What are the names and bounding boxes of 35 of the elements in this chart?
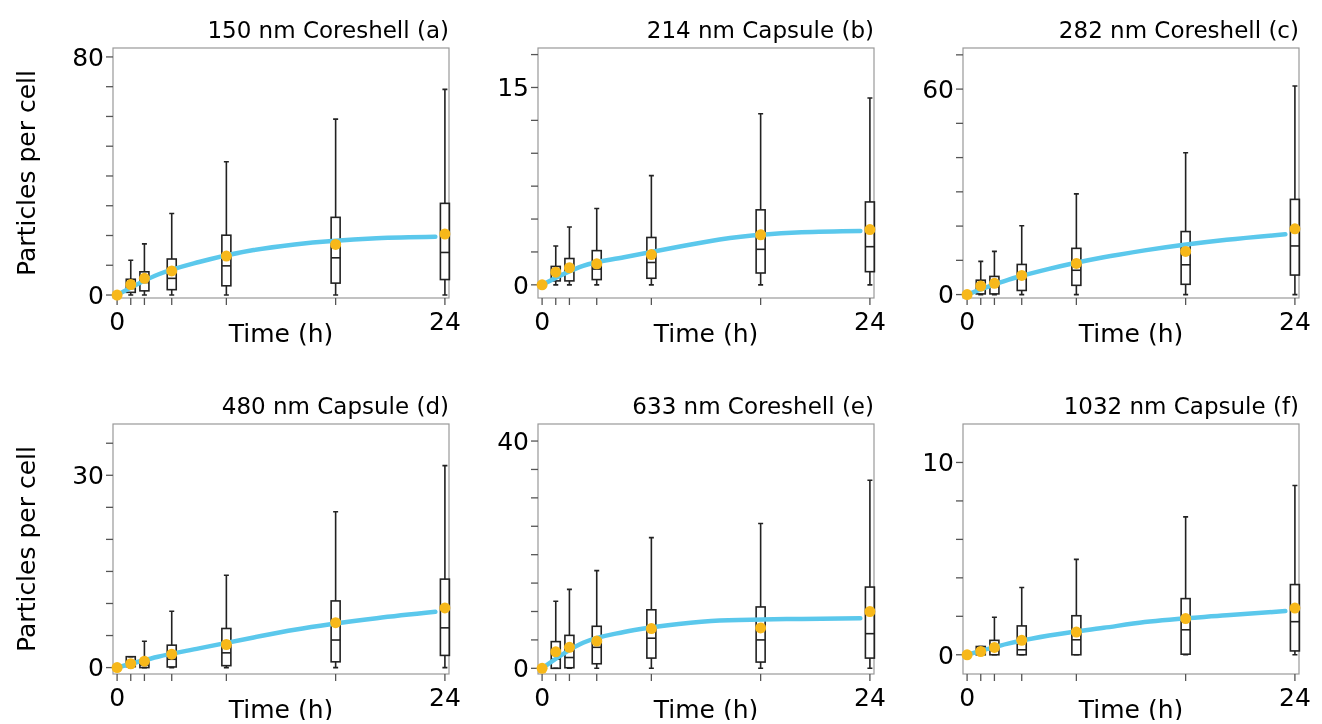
x-tick-label: 24 <box>854 683 886 712</box>
x-tick-label: 0 <box>959 683 976 712</box>
x-axis-title: Time (h) <box>652 319 759 348</box>
chart-title: 1032 nm Capsule (f) <box>1063 393 1299 419</box>
y-tick-label: 10 <box>922 448 954 478</box>
x-tick-label: 0 <box>534 683 551 712</box>
y-tick-label: 60 <box>922 74 954 104</box>
y-axis-title: Particles per cell <box>12 70 41 276</box>
y-tick-label: 0 <box>938 640 954 670</box>
x-tick-label: 24 <box>429 307 461 336</box>
x-tick-label: 0 <box>109 683 126 712</box>
x-tick-label: 0 <box>109 307 126 336</box>
x-tick-label: 0 <box>534 307 551 336</box>
x-axis-title: Time (h) <box>1077 319 1184 348</box>
y-tick-label: 0 <box>88 280 104 310</box>
x-tick-label: 0 <box>959 307 976 336</box>
chart-title: 214 nm Capsule (b) <box>646 17 874 43</box>
chart-title: 282 nm Coreshell (c) <box>1058 17 1299 43</box>
y-tick-label: 0 <box>513 654 529 684</box>
y-tick-label: 0 <box>938 280 954 310</box>
y-tick-label: 0 <box>513 270 529 300</box>
x-tick-label: 24 <box>1279 683 1311 712</box>
y-tick-label: 0 <box>88 653 104 683</box>
y-axis-title: Particles per cell <box>12 446 41 652</box>
x-tick-label: 24 <box>429 683 461 712</box>
chart-title: 480 nm Capsule (d) <box>221 393 449 419</box>
y-tick-label: 15 <box>497 73 529 103</box>
y-tick-label: 40 <box>497 426 529 456</box>
x-tick-label: 24 <box>1279 307 1311 336</box>
x-axis-title: Time (h) <box>227 319 334 348</box>
x-tick-label: 24 <box>854 307 886 336</box>
chart-title: 633 nm Coreshell (e) <box>632 393 874 419</box>
y-tick-label: 30 <box>72 461 104 491</box>
chart-title: 150 nm Coreshell (a) <box>207 17 449 43</box>
y-tick-label: 80 <box>72 42 104 72</box>
